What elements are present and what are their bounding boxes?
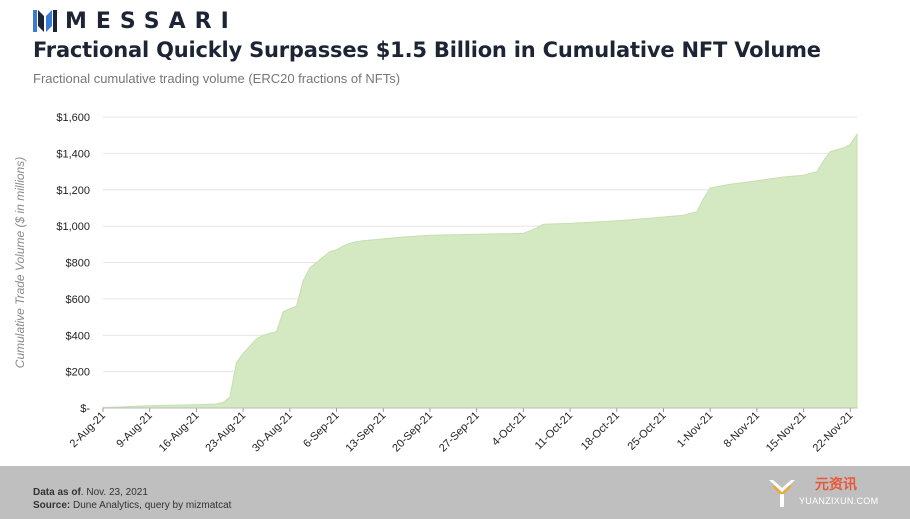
footer: Data as of. Nov. 23, 2021 Source: Dune A… (0, 466, 910, 519)
x-tick-label: 2-Aug-21 (68, 410, 108, 450)
data-as-of-value: . Nov. 23, 2021 (80, 487, 148, 498)
x-tick-label: 13-Sep-21 (344, 410, 389, 455)
data-as-of-note: Data as of. Nov. 23, 2021 (33, 487, 148, 498)
x-tick-label: 20-Sep-21 (390, 410, 435, 455)
chart-title: Fractional Quickly Surpasses $1.5 Billio… (33, 38, 821, 62)
y-tick-label: $1,400 (56, 148, 90, 160)
brand-logo: MESSARI (33, 8, 238, 34)
x-tick-label: 11-Oct-21 (533, 410, 575, 452)
y-axis-ticks: $- $200 $400 $600 $800 $1,000 $1,200 $1,400 $1,6… (56, 112, 90, 415)
source-note: Source: Dune Analytics, query by mizmatc… (33, 500, 231, 511)
x-tick-label: 22-Nov-21 (811, 410, 856, 455)
x-tick-label: 16-Aug-21 (157, 410, 202, 455)
y-tick-label: $800 (66, 258, 90, 270)
x-tick-label: 18-Oct-21 (579, 410, 622, 453)
x-tick-label: 23-Aug-21 (203, 410, 248, 455)
x-tick-label: 27-Sep-21 (437, 410, 482, 455)
data-as-of-label: Data as of (33, 487, 81, 498)
y-tick-label: $400 (66, 330, 90, 342)
x-axis-ticks: 2-Aug-21 9-Aug-21 16-Aug-21 23-Aug-21 30-Aug… (68, 408, 856, 455)
watermark-en: YUANZIXUN.COM (799, 496, 879, 506)
x-tick-label: 25-Oct-21 (626, 410, 669, 453)
x-tick-label: 6-Sep-21 (301, 410, 341, 450)
area-series (102, 132, 858, 409)
y-tick-label: $600 (66, 294, 90, 306)
source-value: Dune Analytics, query by mizmatcat (70, 500, 232, 511)
messari-logo-icon (33, 10, 57, 32)
x-tick-label: 9-Aug-21 (114, 410, 154, 450)
y-tick-label: $1,000 (56, 221, 90, 233)
x-tick-label: 4-Oct-21 (490, 410, 529, 449)
x-tick-label: 8-Nov-21 (722, 410, 762, 450)
area-chart: $- $200 $400 $600 $800 $1,000 $1,200 $1,400 $1,6… (13, 112, 858, 455)
watermark: 元资讯 YUANZIXUN.COM (763, 472, 898, 514)
watermark-cn: 元资讯 (815, 476, 857, 492)
chart-subtitle: Fractional cumulative trading volume (ER… (33, 71, 401, 86)
x-tick-label: 15-Nov-21 (764, 410, 809, 455)
x-tick-label: 30-Aug-21 (250, 410, 295, 455)
y-tick-label: $200 (66, 367, 90, 379)
y-tick-label: $1,600 (56, 112, 90, 124)
y-axis-label: Cumulative Trade Volume ($ in millions) (13, 157, 27, 368)
y-tick-label: $1,200 (56, 185, 90, 197)
x-tick-label: 1-Nov-21 (675, 410, 715, 450)
yuanzixun-logo-icon (769, 480, 795, 507)
brand-name: MESSARI (65, 8, 238, 34)
source-label: Source: (33, 500, 71, 511)
y-tick-label: $- (80, 403, 90, 415)
